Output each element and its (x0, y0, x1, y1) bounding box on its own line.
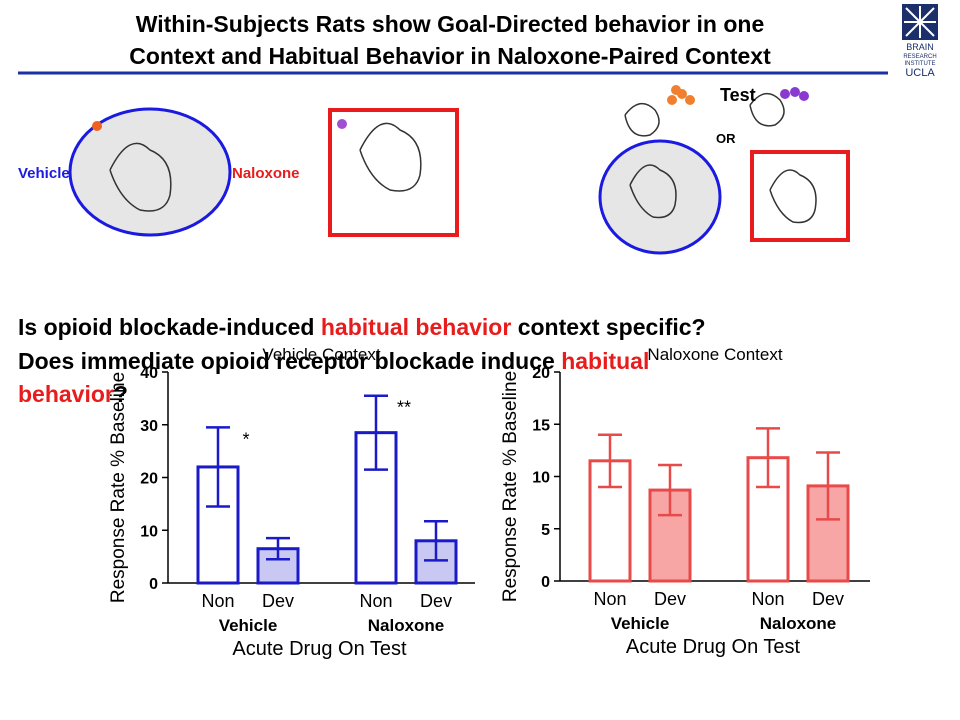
context-circle (68, 107, 232, 237)
y-tick-label: 0 (149, 576, 158, 593)
logo-star (904, 6, 936, 38)
y-tick-label: 0 (541, 574, 550, 591)
naloxone-label: Naloxone (232, 165, 300, 182)
question: Is opioid blockade-induced habitual beha… (18, 314, 706, 340)
chart-title: Naloxone Context (647, 345, 782, 364)
group-label: Vehicle (219, 616, 278, 635)
x-tick-label: Dev (420, 591, 452, 611)
significance: ** (397, 398, 411, 418)
error-bar (424, 520, 448, 562)
y-tick-label: 15 (532, 417, 550, 434)
x-tick-label: Dev (262, 591, 294, 611)
context-circle (598, 139, 722, 255)
question-highlight: behavior (18, 381, 114, 407)
logo-text: INSTITUTE (905, 61, 936, 67)
question-text: Is opioid blockade-induced (18, 314, 321, 340)
logo-text: RESEARCH (903, 54, 936, 60)
y-tick-label: 40 (140, 365, 158, 382)
question: behavior? (18, 381, 128, 407)
rat (624, 102, 660, 137)
chart-title: Vehicle Context (262, 345, 380, 364)
logo-text: UCLA (905, 67, 935, 79)
question: Does immediate opioid receptor blockade … (18, 348, 649, 374)
y-tick-label: 5 (541, 522, 550, 539)
group-label: Vehicle (611, 614, 670, 633)
group-label: Naloxone (760, 614, 837, 633)
x-tick-label: Non (751, 589, 784, 609)
x-axis-label: Acute Drug On Test (626, 636, 801, 658)
significance: * (242, 429, 249, 449)
or-label: OR (716, 131, 736, 146)
error-bar (756, 427, 780, 489)
x-tick-label: Non (201, 591, 234, 611)
error-bar (816, 451, 840, 521)
y-tick-label: 20 (532, 365, 550, 382)
error-bar (658, 463, 682, 517)
rat (769, 169, 817, 224)
error-bar (206, 426, 230, 508)
lever-icon (92, 121, 102, 131)
x-tick-label: Dev (812, 589, 844, 609)
logo-text: BRAIN (906, 42, 934, 52)
diagram: Vehicle Naloxone Test OR (18, 85, 850, 255)
y-tick-label: 30 (140, 418, 158, 435)
charts: Vehicle Context Response Rate % Baseline A… (108, 345, 870, 660)
x-axis-label: Acute Drug On Test (232, 638, 407, 660)
x-tick-label: Non (359, 591, 392, 611)
question-text: ? (114, 381, 128, 407)
question-highlight: habitual behavior (321, 314, 511, 340)
y-tick-label: 10 (140, 523, 158, 540)
rat (359, 122, 422, 192)
group-label: Naloxone (368, 616, 445, 635)
error-bar (598, 433, 622, 489)
slide-title: Within-Subjects Rats show Goal-Directed … (136, 11, 765, 37)
lever-icon (337, 119, 347, 129)
slide-title: Context and Habitual Behavior in Naloxon… (129, 43, 771, 69)
context-square (750, 150, 850, 242)
question-text: Does immediate opioid receptor blockade … (18, 348, 561, 374)
rat (629, 164, 677, 219)
context-square (328, 108, 459, 237)
y-axis-label: Response Rate % Baseline (108, 372, 129, 603)
y-tick-label: 10 (532, 470, 550, 487)
rat (749, 92, 785, 127)
error-bar (266, 536, 290, 561)
test-label: Test (720, 85, 756, 105)
logo: BRAIN RESEARCH INSTITUTE UCLA (902, 4, 938, 79)
error-bar (364, 394, 388, 471)
x-tick-label: Dev (654, 589, 686, 609)
question-text: context specific? (511, 314, 705, 340)
rat (109, 142, 172, 212)
vehicle-label: Vehicle (18, 165, 70, 182)
question-highlight: habitual (561, 348, 649, 374)
x-tick-label: Non (593, 589, 626, 609)
y-tick-label: 20 (140, 471, 158, 488)
y-axis-label: Response Rate % Baseline (500, 371, 521, 602)
